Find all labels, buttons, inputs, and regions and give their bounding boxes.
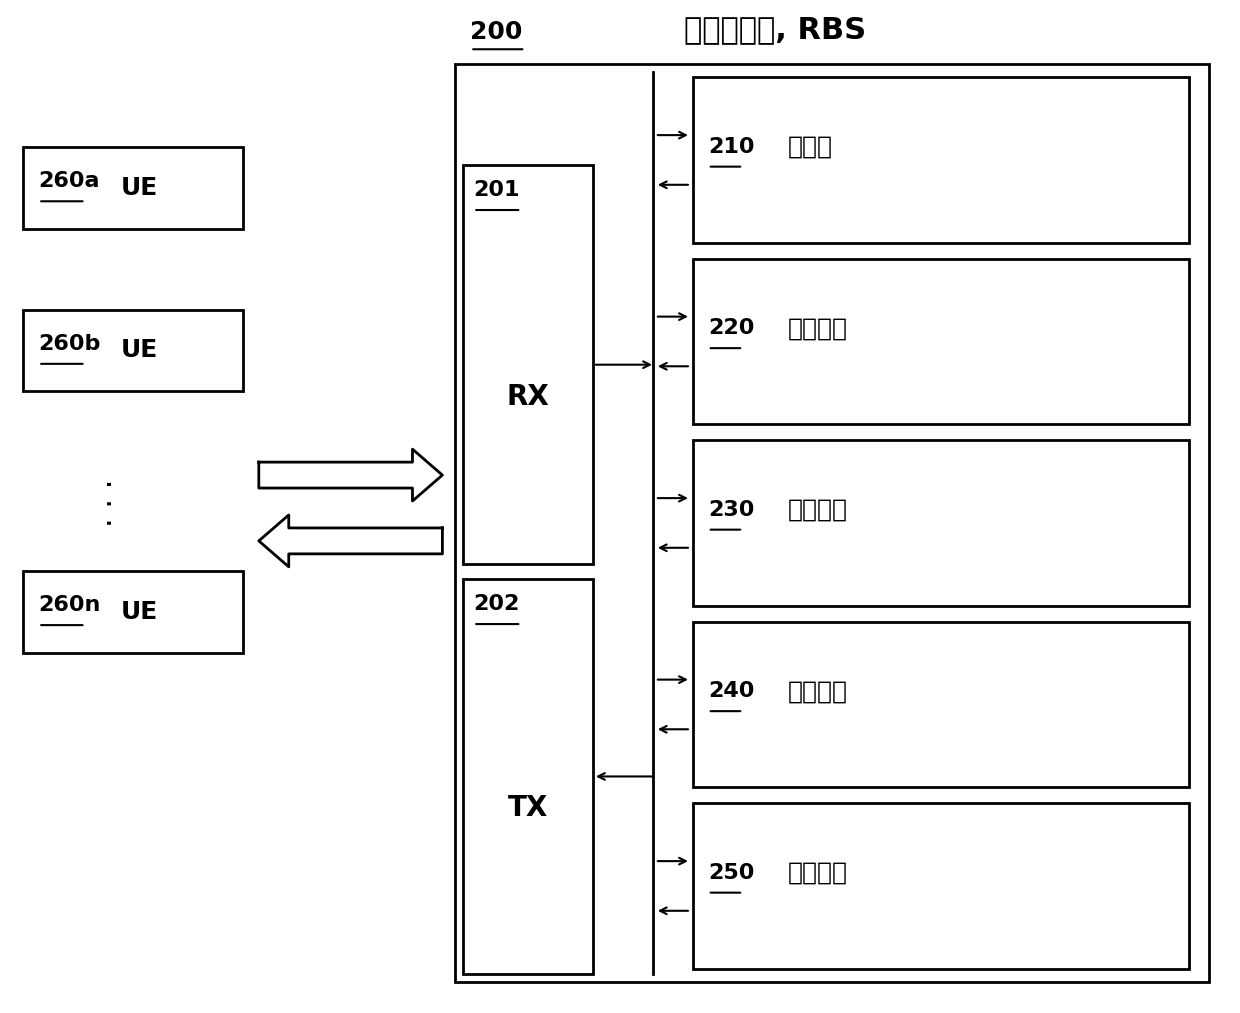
Text: UE: UE xyxy=(122,600,159,624)
Bar xyxy=(693,622,1189,787)
Text: 200: 200 xyxy=(470,20,523,45)
Text: 确定单元: 确定单元 xyxy=(787,497,848,522)
Text: 存储器: 存储器 xyxy=(787,135,832,159)
Bar xyxy=(24,147,243,229)
Text: 260a: 260a xyxy=(38,171,99,191)
Bar xyxy=(693,441,1189,606)
Text: UE: UE xyxy=(122,176,159,200)
Text: 202: 202 xyxy=(474,595,520,614)
Text: 控制单元: 控制单元 xyxy=(787,861,848,884)
Text: 240: 240 xyxy=(708,681,754,701)
Text: 无线电基站, RBS: 无线电基站, RBS xyxy=(683,15,866,45)
Text: 260b: 260b xyxy=(38,334,100,354)
Text: UE: UE xyxy=(122,338,159,363)
Bar xyxy=(24,310,243,391)
Text: RX: RX xyxy=(507,383,549,410)
Text: 201: 201 xyxy=(474,180,520,201)
Text: 220: 220 xyxy=(708,318,754,338)
Bar xyxy=(455,64,1209,982)
Text: 接收单元: 接收单元 xyxy=(787,316,848,340)
Bar xyxy=(24,570,243,652)
Bar xyxy=(464,579,593,973)
Text: 调度单元: 调度单元 xyxy=(787,679,848,703)
Text: 260n: 260n xyxy=(38,596,100,615)
Bar xyxy=(464,165,593,564)
Text: . . .: . . . xyxy=(89,479,118,527)
Text: 230: 230 xyxy=(708,499,754,520)
Bar xyxy=(693,803,1189,968)
Text: 210: 210 xyxy=(708,137,754,157)
Bar xyxy=(693,258,1189,424)
Text: 250: 250 xyxy=(708,863,754,882)
Bar xyxy=(693,77,1189,243)
Text: TX: TX xyxy=(508,794,548,822)
